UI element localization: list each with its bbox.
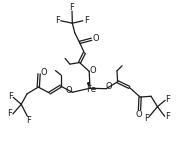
Text: F: F xyxy=(165,112,170,121)
Text: O: O xyxy=(106,82,112,91)
Text: F: F xyxy=(166,95,170,104)
Text: O: O xyxy=(90,66,96,75)
Text: F: F xyxy=(8,109,12,118)
Text: F: F xyxy=(70,3,75,12)
Text: O: O xyxy=(93,34,99,43)
Text: O: O xyxy=(136,110,142,119)
Text: F: F xyxy=(55,16,60,25)
Text: F: F xyxy=(8,92,13,101)
Text: O: O xyxy=(66,86,72,95)
Text: O: O xyxy=(40,68,47,77)
Text: F: F xyxy=(144,114,149,123)
Text: F: F xyxy=(84,16,89,25)
Text: Fe: Fe xyxy=(86,85,96,93)
Text: F: F xyxy=(26,116,31,125)
